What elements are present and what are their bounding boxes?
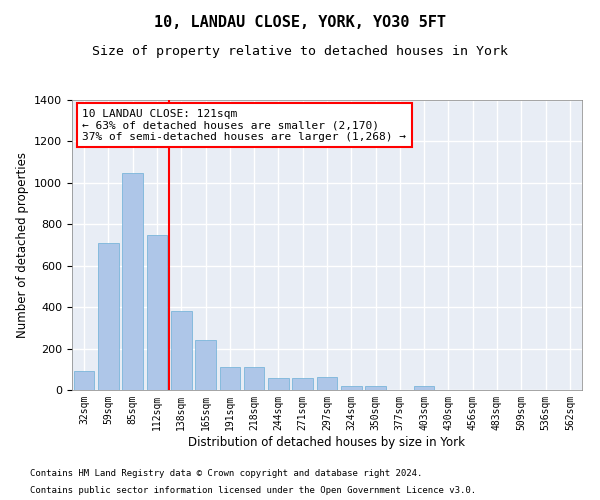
Text: Contains public sector information licensed under the Open Government Licence v3: Contains public sector information licen… bbox=[30, 486, 476, 495]
Text: Size of property relative to detached houses in York: Size of property relative to detached ho… bbox=[92, 45, 508, 58]
Text: 10, LANDAU CLOSE, YORK, YO30 5FT: 10, LANDAU CLOSE, YORK, YO30 5FT bbox=[154, 15, 446, 30]
Bar bbox=[317, 376, 337, 390]
Bar bbox=[195, 340, 216, 390]
X-axis label: Distribution of detached houses by size in York: Distribution of detached houses by size … bbox=[188, 436, 466, 448]
Bar bbox=[365, 386, 386, 390]
Bar bbox=[146, 234, 167, 390]
Bar bbox=[414, 386, 434, 390]
Y-axis label: Number of detached properties: Number of detached properties bbox=[16, 152, 29, 338]
Bar bbox=[74, 372, 94, 390]
Bar bbox=[341, 386, 362, 390]
Text: Contains HM Land Registry data © Crown copyright and database right 2024.: Contains HM Land Registry data © Crown c… bbox=[30, 468, 422, 477]
Bar bbox=[220, 367, 240, 390]
Bar bbox=[244, 367, 265, 390]
Bar bbox=[292, 378, 313, 390]
Text: 10 LANDAU CLOSE: 121sqm
← 63% of detached houses are smaller (2,170)
37% of semi: 10 LANDAU CLOSE: 121sqm ← 63% of detache… bbox=[82, 108, 406, 142]
Bar bbox=[171, 312, 191, 390]
Bar bbox=[268, 378, 289, 390]
Bar bbox=[122, 172, 143, 390]
Bar bbox=[98, 243, 119, 390]
